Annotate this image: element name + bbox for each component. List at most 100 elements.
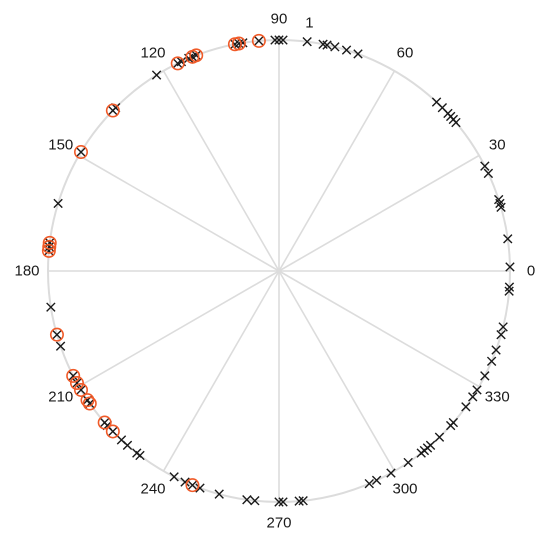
x-marker-stroke-b — [132, 448, 142, 458]
x-marker-stroke-b — [480, 371, 490, 381]
x-marker-point — [353, 49, 363, 59]
x-marker-point — [44, 242, 54, 252]
x-marker-stroke-b — [491, 345, 501, 355]
x-marker-stroke-b — [274, 497, 284, 507]
x-marker-point — [274, 497, 284, 507]
x-marker-stroke-b — [431, 97, 442, 107]
x-marker-stroke-b — [214, 489, 224, 499]
grid-spoke-240 — [162, 270, 280, 472]
x-marker-stroke-b — [195, 483, 205, 493]
x-marker-point — [298, 496, 308, 506]
x-marker-point — [187, 480, 198, 490]
x-marker-stroke-b — [122, 440, 133, 451]
x-marker-stroke-b — [99, 417, 110, 428]
x-marker-stroke-b — [52, 329, 62, 340]
annotations: 1 — [305, 14, 313, 31]
x-marker-stroke-b — [242, 495, 252, 505]
circle-marker-point — [41, 243, 56, 258]
x-marker-point — [472, 385, 482, 395]
circle-marker-point — [185, 478, 200, 493]
x-marker-point — [496, 329, 506, 340]
x-marker-point — [371, 475, 382, 486]
grid-spoke-210 — [78, 270, 280, 388]
circle-marker-point — [69, 375, 84, 390]
x-marker-point — [53, 198, 63, 209]
x-marker-point — [132, 448, 142, 458]
x-marker-point — [451, 117, 461, 128]
grid-spoke-120 — [162, 70, 280, 272]
x-marker-point — [461, 402, 471, 412]
x-marker-stroke-b — [238, 38, 248, 48]
x-marker-stroke-b — [270, 35, 280, 45]
tick-label-150: 150 — [48, 137, 73, 154]
tick-label-0: 0 — [527, 263, 535, 280]
x-marker-point — [330, 42, 340, 52]
x-marker-stroke-b — [468, 392, 478, 402]
x-marker-stroke-b — [437, 102, 448, 113]
x-marker-point — [496, 202, 506, 213]
tick-label-30: 30 — [489, 137, 506, 154]
x-marker-stroke-b — [108, 426, 118, 437]
x-marker-point — [180, 477, 190, 487]
x-marker-stroke-b — [53, 198, 63, 209]
x-marker-point — [52, 329, 62, 340]
x-marker-stroke-b — [493, 194, 504, 205]
x-marker-stroke-b — [504, 282, 515, 292]
x-marker-stroke-b — [254, 36, 264, 46]
x-marker-point — [250, 496, 260, 506]
x-marker-stroke-b — [250, 496, 260, 506]
x-marker-point — [302, 37, 312, 47]
x-marker-stroke-b — [278, 35, 288, 45]
x-marker-stroke-b — [187, 480, 198, 490]
x-marker-point — [503, 234, 513, 244]
x-marker-stroke-b — [403, 457, 413, 468]
x-marker-stroke-b — [151, 70, 162, 80]
x-marker-point — [242, 495, 252, 505]
grid-spoke-60 — [278, 70, 396, 272]
angle-tick-labels: 0 30 60 90 120 150 180 210 240 270 300 330 — [14, 11, 535, 532]
x-marker-stroke-b — [169, 472, 179, 482]
tick-label-210: 210 — [48, 389, 73, 406]
x-marker-point — [416, 448, 426, 458]
circle-marker-point — [170, 56, 185, 71]
x-marker-stroke-b — [483, 168, 494, 179]
x-marker-point — [195, 483, 205, 493]
x-marker-point — [504, 282, 515, 292]
x-marker-stroke-b — [274, 35, 284, 45]
circle-marker-point — [227, 37, 242, 52]
x-marker-series — [44, 35, 515, 507]
x-marker-stroke-b — [504, 286, 514, 296]
circle-marker-point — [73, 145, 88, 160]
x-marker-stroke-b — [486, 356, 497, 366]
tick-label-240: 240 — [140, 481, 165, 498]
x-marker-point — [254, 36, 264, 46]
circle-marker-point — [82, 396, 97, 411]
x-marker-point — [169, 472, 179, 482]
x-marker-point — [72, 378, 82, 388]
x-marker-point — [270, 35, 280, 45]
x-marker-stroke-b — [72, 378, 82, 388]
x-marker-stroke-b — [55, 341, 66, 351]
circle-marker-point — [251, 33, 266, 48]
x-marker-point — [386, 468, 396, 478]
x-marker-point — [274, 35, 284, 45]
x-marker-stroke-b — [318, 39, 328, 49]
tick-label-180: 180 — [14, 263, 39, 280]
x-marker-point — [341, 45, 352, 55]
x-marker-stroke-b — [176, 56, 187, 67]
circle-marker-point — [49, 327, 64, 342]
x-marker-stroke-b — [330, 42, 340, 52]
tick-label-300: 300 — [392, 481, 417, 498]
circle-marker-point — [42, 239, 57, 254]
x-marker-point — [116, 435, 127, 445]
grid-spoke-150 — [78, 154, 280, 272]
x-marker-point — [214, 489, 224, 499]
tick-label-60: 60 — [397, 44, 414, 61]
x-marker-point — [68, 371, 78, 381]
x-marker-stroke-b — [322, 40, 332, 50]
x-marker-stroke-b — [451, 117, 461, 128]
grid-spoke-300 — [278, 270, 396, 472]
x-marker-stroke-b — [341, 45, 352, 55]
